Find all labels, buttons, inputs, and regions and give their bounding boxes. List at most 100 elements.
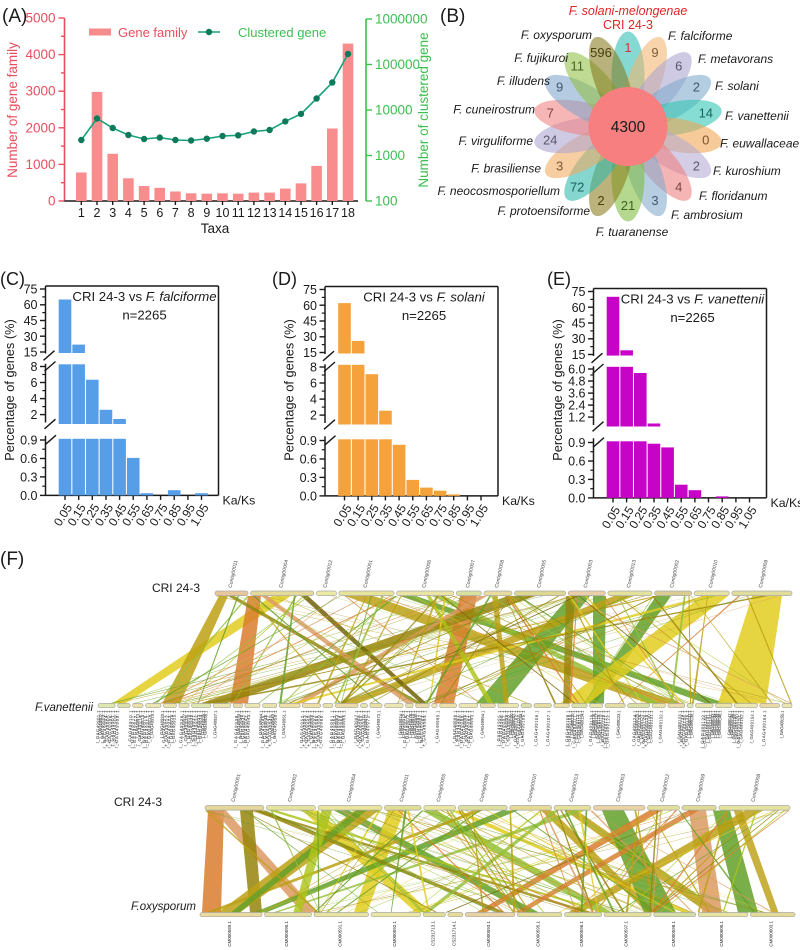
svg-text:CM000591.1: CM000591.1 (337, 921, 342, 947)
svg-text:10000: 10000 (375, 103, 413, 118)
svg-text:I_GAG49981.1: I_GAG49981.1 (414, 710, 420, 744)
svg-text:I_GAG49909.1: I_GAG49909.1 (114, 710, 120, 749)
svg-text:I_GAG499141.1: I_GAG499141.1 (704, 710, 710, 744)
svg-text:I_GAG49984.1: I_GAG49984.1 (421, 710, 427, 747)
svg-text:F. illudens: F. illudens (497, 74, 550, 88)
svg-text:F. virguliforme: F. virguliforme (459, 134, 534, 148)
svg-text:F. cuneirostrum: F. cuneirostrum (453, 103, 535, 117)
svg-text:I_GAG49915.1: I_GAG49915.1 (139, 710, 145, 744)
svg-text:I_GAG499115.1: I_GAG499115.1 (588, 710, 594, 747)
svg-text:Contig00002: Contig00002 (287, 773, 299, 802)
svg-text:13: 13 (263, 206, 277, 220)
svg-text:0.9: 0.9 (20, 434, 37, 448)
svg-text:I_GAG499117.1: I_GAG499117.1 (593, 710, 599, 739)
svg-text:n=2265: n=2265 (402, 308, 446, 323)
svg-text:Contig00006: Contig00006 (479, 773, 491, 802)
svg-text:Contig00013: Contig00013 (569, 773, 581, 802)
svg-text:8: 8 (188, 206, 195, 220)
svg-text:11: 11 (570, 59, 584, 74)
svg-text:I_GAG49997.1: I_GAG49997.1 (500, 710, 506, 749)
svg-text:I_GAG49925.1: I_GAG49925.1 (171, 710, 177, 744)
svg-text:I_GAG49907.1: I_GAG49907.1 (109, 710, 115, 747)
svg-text:CM000589.1: CM000589.1 (227, 921, 232, 947)
svg-text:CM000600.1: CM000600.1 (719, 921, 724, 947)
svg-text:F. fujikuroi: F. fujikuroi (514, 51, 568, 65)
svg-text:I_GAG49940.1: I_GAG49940.1 (238, 710, 244, 744)
svg-text:I_GAG49967.1: I_GAG49967.1 (353, 710, 359, 744)
svg-text:Number of clustered gene: Number of clustered gene (416, 32, 431, 187)
svg-text:Ka/Ks: Ka/Ks (771, 496, 800, 510)
svg-text:I_GAG49959.1: I_GAG49959.1 (316, 710, 322, 747)
svg-text:I_GAG49911.1: I_GAG49911.1 (129, 710, 135, 749)
svg-text:I_GAG499146.1: I_GAG499146.1 (717, 710, 723, 739)
svg-text:I_GAG499140.1: I_GAG499140.1 (702, 710, 708, 749)
svg-text:2: 2 (693, 159, 700, 174)
svg-text:I_GAG499104.1: I_GAG499104.1 (518, 710, 524, 739)
svg-text:(E): (E) (547, 269, 571, 289)
svg-text:Contig00009: Contig00009 (758, 559, 770, 588)
svg-text:21: 21 (621, 198, 635, 213)
svg-text:I_GAG49958.1: I_GAG49958.1 (313, 710, 319, 749)
svg-text:596: 596 (590, 45, 612, 60)
svg-text:Contig00010: Contig00010 (708, 559, 720, 588)
svg-text:6: 6 (31, 376, 38, 390)
svg-text:45: 45 (572, 317, 586, 331)
svg-text:0.0: 0.0 (300, 489, 317, 503)
svg-text:F. vanettenii: F. vanettenii (725, 109, 789, 123)
svg-text:1000: 1000 (375, 148, 405, 163)
svg-text:7: 7 (172, 206, 179, 220)
svg-text:Contig00013: Contig00013 (626, 559, 638, 588)
svg-text:CM000595.1: CM000595.1 (536, 921, 541, 947)
svg-text:I_GAG49979.1: I_GAG49979.1 (409, 710, 415, 739)
svg-text:I_GAG49970.1: I_GAG49970.1 (360, 710, 366, 747)
svg-text:I_GAG499126.1: I_GAG499126.1 (636, 710, 642, 747)
svg-text:(A): (A) (2, 6, 27, 27)
svg-text:(F): (F) (0, 549, 24, 570)
svg-text:4.8: 4.8 (568, 375, 585, 389)
svg-text:I_GAG499109.1: I_GAG499109.1 (567, 710, 573, 747)
svg-text:I_GAG499135.1: I_GAG499135.1 (681, 710, 687, 749)
svg-text:I_GAG49989.1: I_GAG49989.1 (459, 710, 465, 749)
svg-text:CM000590.1: CM000590.1 (284, 921, 289, 947)
svg-text:I_GAG49990.1: I_GAG49990.1 (461, 710, 467, 744)
svg-text:(D): (D) (272, 269, 297, 289)
svg-text:Ka/Ks: Ka/Ks (223, 493, 256, 507)
svg-text:F. metavorans: F. metavorans (698, 52, 773, 66)
svg-text:I_GAG499147.1: I_GAG499147.1 (726, 710, 732, 739)
svg-text:CM000598.1: CM000598.1 (671, 921, 676, 947)
svg-text:5: 5 (141, 206, 148, 220)
svg-text:I_GAG49985.1: I_GAG49985.1 (434, 710, 440, 744)
svg-text:Contig00007: Contig00007 (465, 559, 477, 588)
svg-text:I_GAG499133.1: I_GAG499133.1 (676, 710, 682, 744)
svg-text:75: 75 (572, 285, 586, 299)
svg-text:0: 0 (48, 194, 56, 209)
svg-text:I_GAG49924.1: I_GAG49924.1 (168, 710, 174, 744)
svg-text:I_GAG49949.1: I_GAG49949.1 (270, 710, 276, 739)
svg-text:9: 9 (556, 80, 563, 95)
svg-text:0.3: 0.3 (20, 470, 37, 484)
svg-text:0.0: 0.0 (568, 491, 585, 505)
svg-text:I_GAG499106.1: I_GAG499106.1 (533, 710, 539, 747)
svg-text:2: 2 (597, 193, 604, 208)
svg-text:(B): (B) (440, 6, 465, 27)
svg-text:I_GAG49947.1: I_GAG49947.1 (264, 710, 270, 749)
svg-text:I_GAG49916.1: I_GAG49916.1 (141, 710, 147, 749)
svg-text:14: 14 (278, 206, 292, 220)
svg-text:I_GAG49972.1: I_GAG49972.1 (365, 710, 371, 749)
svg-text:0.9: 0.9 (568, 436, 585, 450)
svg-text:Contig00005: Contig00005 (536, 559, 548, 588)
svg-text:I_GAG499144.1: I_GAG499144.1 (712, 710, 718, 739)
svg-text:0.6: 0.6 (20, 452, 37, 466)
svg-text:2: 2 (693, 80, 700, 95)
svg-text:I_GAG499145.1: I_GAG499145.1 (714, 710, 720, 739)
svg-text:0.9: 0.9 (300, 434, 317, 448)
svg-text:I_GAG49955.1: I_GAG49955.1 (306, 710, 312, 747)
svg-text:72: 72 (570, 180, 584, 195)
svg-text:Gene family: Gene family (118, 25, 188, 40)
svg-text:I_GAG499125.1: I_GAG499125.1 (634, 710, 640, 739)
svg-text:2: 2 (31, 408, 38, 422)
svg-text:Percentage of genes (%): Percentage of genes (%) (2, 319, 17, 461)
svg-text:I_GAG499136.1: I_GAG499136.1 (683, 710, 689, 747)
svg-text:I_GAG499127.1: I_GAG499127.1 (638, 710, 644, 744)
svg-text:Ka/Ks: Ka/Ks (502, 494, 535, 508)
